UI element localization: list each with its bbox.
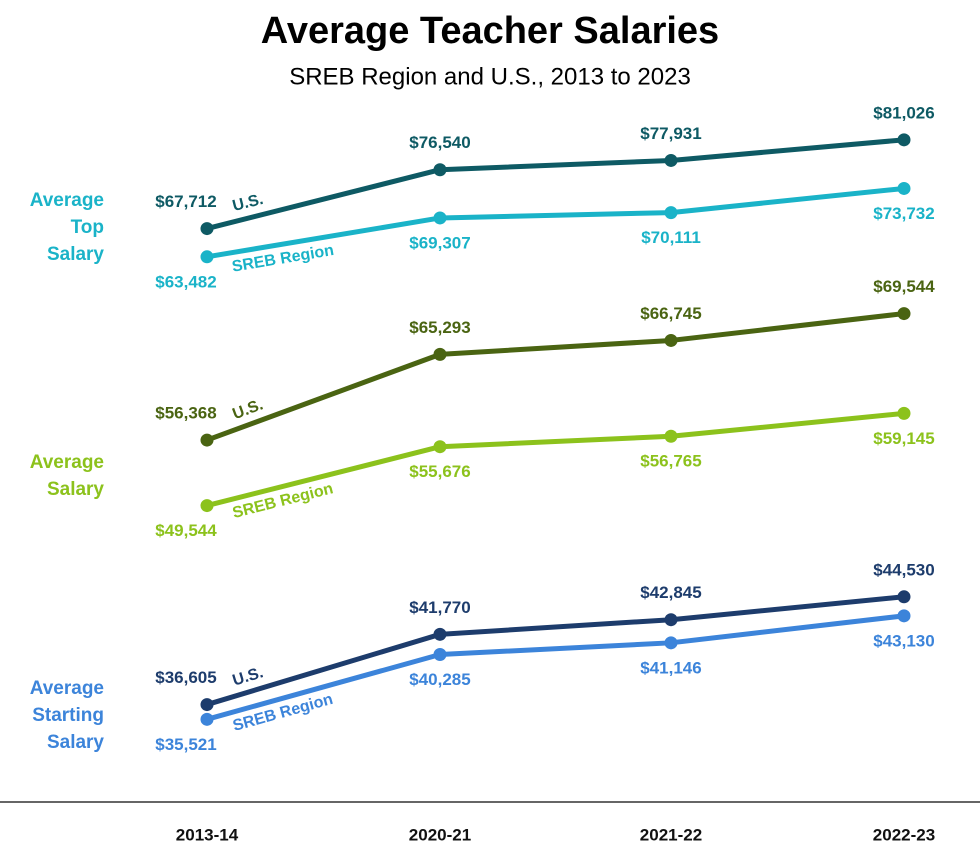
series-name: U.S. (231, 191, 265, 215)
value-label: $56,765 (640, 452, 701, 471)
value-label: $35,521 (155, 735, 216, 754)
panel-label: Salary (47, 732, 104, 753)
value-label: $59,145 (873, 429, 934, 448)
series-line (206, 311, 905, 443)
panel-label: Salary (47, 244, 104, 265)
value-label: $66,745 (640, 304, 701, 323)
series-line (206, 137, 905, 232)
point (664, 636, 678, 650)
series-line (206, 410, 905, 509)
value-label: $63,482 (155, 272, 216, 291)
value-label: $43,130 (873, 631, 934, 650)
point (664, 153, 678, 167)
series-line (206, 594, 905, 707)
panel-label: Starting (32, 705, 104, 726)
point (200, 712, 214, 726)
value-label: $55,676 (409, 462, 470, 481)
value-label: $77,931 (640, 124, 701, 143)
x-tick-label: 2013-14 (176, 825, 239, 844)
panel-label: Average (30, 452, 104, 473)
series-line (206, 185, 905, 260)
value-label: $40,285 (409, 670, 470, 689)
value-label: $36,605 (155, 668, 216, 687)
point (664, 206, 678, 220)
point (664, 333, 678, 347)
point (433, 440, 447, 454)
value-label: $65,293 (409, 318, 470, 337)
point (200, 499, 214, 513)
panel-label: Average (30, 190, 104, 211)
value-label: $69,544 (873, 277, 935, 296)
x-tick-label: 2021-22 (640, 825, 702, 844)
value-label: $44,530 (873, 560, 934, 579)
chart-subtitle: SREB Region and U.S., 2013 to 2023 (289, 63, 691, 90)
chart-title: Average Teacher Salaries (261, 10, 719, 52)
point (433, 627, 447, 641)
panel-label: Top (71, 217, 104, 238)
value-label: $42,845 (640, 583, 701, 602)
point (200, 698, 214, 712)
panel-label: Average (30, 678, 104, 699)
point (897, 133, 911, 147)
point (433, 211, 447, 225)
value-label: $41,146 (640, 658, 701, 677)
panel-label: Salary (47, 479, 104, 500)
value-label: $73,732 (873, 204, 934, 223)
value-label: $67,712 (155, 192, 216, 211)
value-label: $49,544 (155, 521, 217, 540)
value-label: $56,368 (155, 404, 216, 423)
point (897, 590, 911, 604)
series-name: U.S. (231, 664, 266, 689)
point (897, 406, 911, 420)
point (200, 222, 214, 236)
value-label: $41,770 (409, 598, 470, 617)
point (664, 613, 678, 627)
point (200, 433, 214, 447)
x-tick-label: 2022-23 (873, 825, 935, 844)
point (897, 181, 911, 195)
series-name: SREB Region (231, 242, 336, 276)
value-label: $69,307 (409, 233, 470, 252)
value-label: $70,111 (641, 228, 701, 247)
series-line (206, 613, 905, 722)
point (433, 163, 447, 177)
point (433, 347, 447, 361)
value-label: $76,540 (409, 133, 470, 152)
point (200, 250, 214, 264)
value-label: $81,026 (873, 103, 934, 122)
point (897, 307, 911, 321)
point (897, 609, 911, 623)
x-tick-label: 2020-21 (409, 825, 471, 844)
point (664, 429, 678, 443)
point (433, 648, 447, 662)
